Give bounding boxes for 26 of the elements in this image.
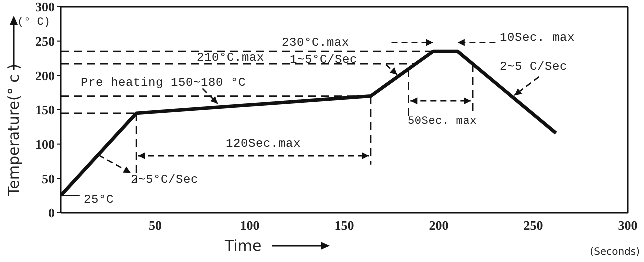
text: (° C) [17, 17, 51, 29]
annotation: 210°C.max [197, 51, 265, 65]
x-tick-label: 150 [334, 218, 354, 234]
x-axis-title: Time [224, 237, 262, 255]
x-tick-label: 50 [149, 218, 162, 234]
annotation: 10Sec. max [500, 31, 576, 45]
y-tick-label: 100 [36, 136, 55, 152]
x-tick-label: 250 [524, 218, 544, 234]
y-tick-label: 50 [42, 171, 55, 186]
y-tick-label: 250 [36, 34, 55, 49]
annotation: 230°C.max [282, 36, 350, 50]
annotation: 50Sec. max [408, 116, 478, 128]
annotation: 1~5°C/Sec [290, 53, 358, 67]
y-tick-label: 150 [36, 102, 55, 118]
annotation: 120Sec.max [226, 137, 302, 151]
x-tick-label: 100 [240, 218, 260, 234]
annotation: 2~5 C/Sec [500, 60, 568, 74]
annotation: 2~5°C/Sec [131, 173, 199, 187]
text: (Seconds) [590, 247, 640, 258]
y-tick-label: 200 [36, 68, 55, 84]
annotation: Pre heating 150~180 °C [81, 76, 246, 90]
x-tick-label: 200 [429, 218, 449, 234]
x-tick-label: 300 [618, 218, 638, 234]
y-tick-label: 0 [48, 206, 55, 221]
y-tick-label: 300 [36, 0, 55, 15]
annotation: 25°C [84, 193, 114, 207]
